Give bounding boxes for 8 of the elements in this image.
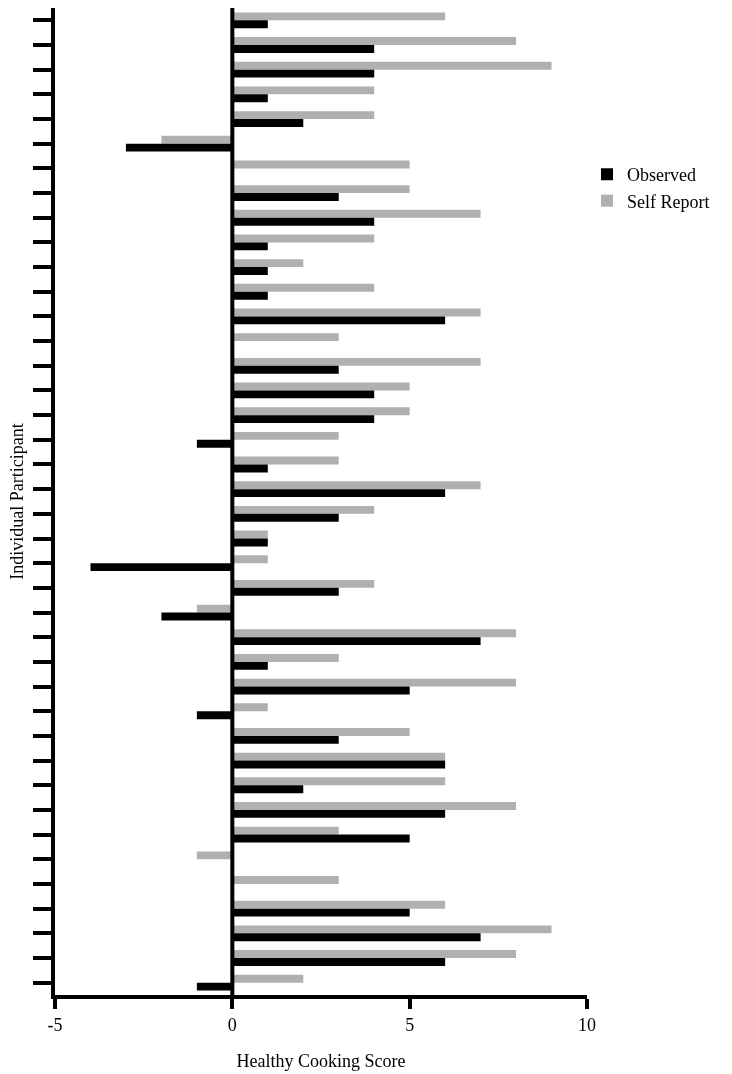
x-tick-label: -5 bbox=[47, 1014, 63, 1035]
x-tick-label: 5 bbox=[405, 1014, 415, 1035]
y-axis-title: Individual Participant bbox=[6, 423, 27, 580]
legend-label: Observed bbox=[627, 165, 696, 186]
x-tick-label: 0 bbox=[227, 1014, 237, 1035]
legend-label: Self Report bbox=[627, 191, 710, 212]
x-axis-title: Healthy Cooking Score bbox=[236, 1051, 406, 1072]
x-tick-label: 10 bbox=[578, 1014, 596, 1035]
